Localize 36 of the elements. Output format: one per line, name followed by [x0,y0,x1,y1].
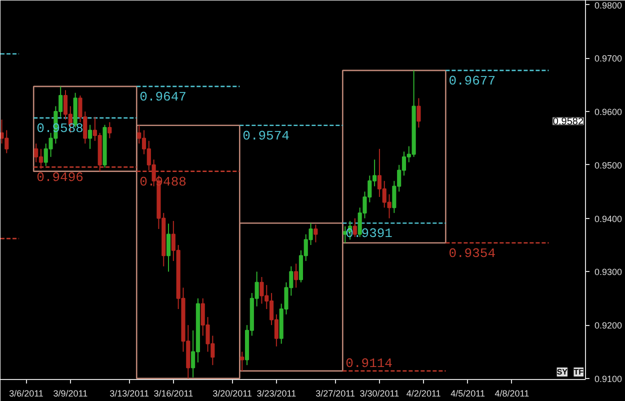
candlestick [294,263,298,288]
y-tick-label: 0.9100 [594,374,622,384]
x-tick-label: 3/20/2011 [212,388,252,398]
y-tick-label: 0.9200 [594,320,622,331]
candlestick [314,224,318,243]
x-tick-label: 4/2/2011 [406,388,441,398]
x-tick-label: 3/9/2011 [53,388,88,398]
candlestick [108,122,112,139]
x-tick-label: 3/6/2011 [9,388,44,398]
series-label: 0.9354 [448,246,496,261]
annotation: 0.9582 [552,116,584,128]
series-label: 0.9574 [242,128,290,144]
y-tick-label: 0.9600 [594,107,622,118]
candlestick [240,351,244,372]
y-tick-label: 0.9500 [594,160,622,170]
annotation: TF [574,368,584,376]
series-label: 0.9647 [140,89,186,104]
x-tick-label: 3/23/2011 [256,388,296,398]
x-tick-label: 4/8/2011 [494,388,530,398]
x-tick-label: 3/30/2011 [360,388,400,398]
candlestick [416,98,421,128]
y-tick-label: 0.9300 [594,267,622,278]
y-tick-label: 0.9800 [594,0,622,10]
y-tick-label: 0.9700 [594,54,622,64]
x-tick-label: 4/5/2011 [450,388,485,398]
series-label: 0.9496 [36,170,84,186]
candlestick [88,124,92,150]
candlestick [4,130,9,154]
x-tick-label: 3/27/2011 [316,388,355,398]
x-tick-label: 3/13/2011 [110,388,149,398]
y-tick-label: 0.9400 [594,214,622,224]
x-tick-label: 3/16/2011 [154,388,194,398]
candlestick [166,223,171,272]
series-label: 0.9677 [448,73,496,88]
series-label: 0.9114 [346,356,393,371]
annotation: SY [556,368,568,376]
